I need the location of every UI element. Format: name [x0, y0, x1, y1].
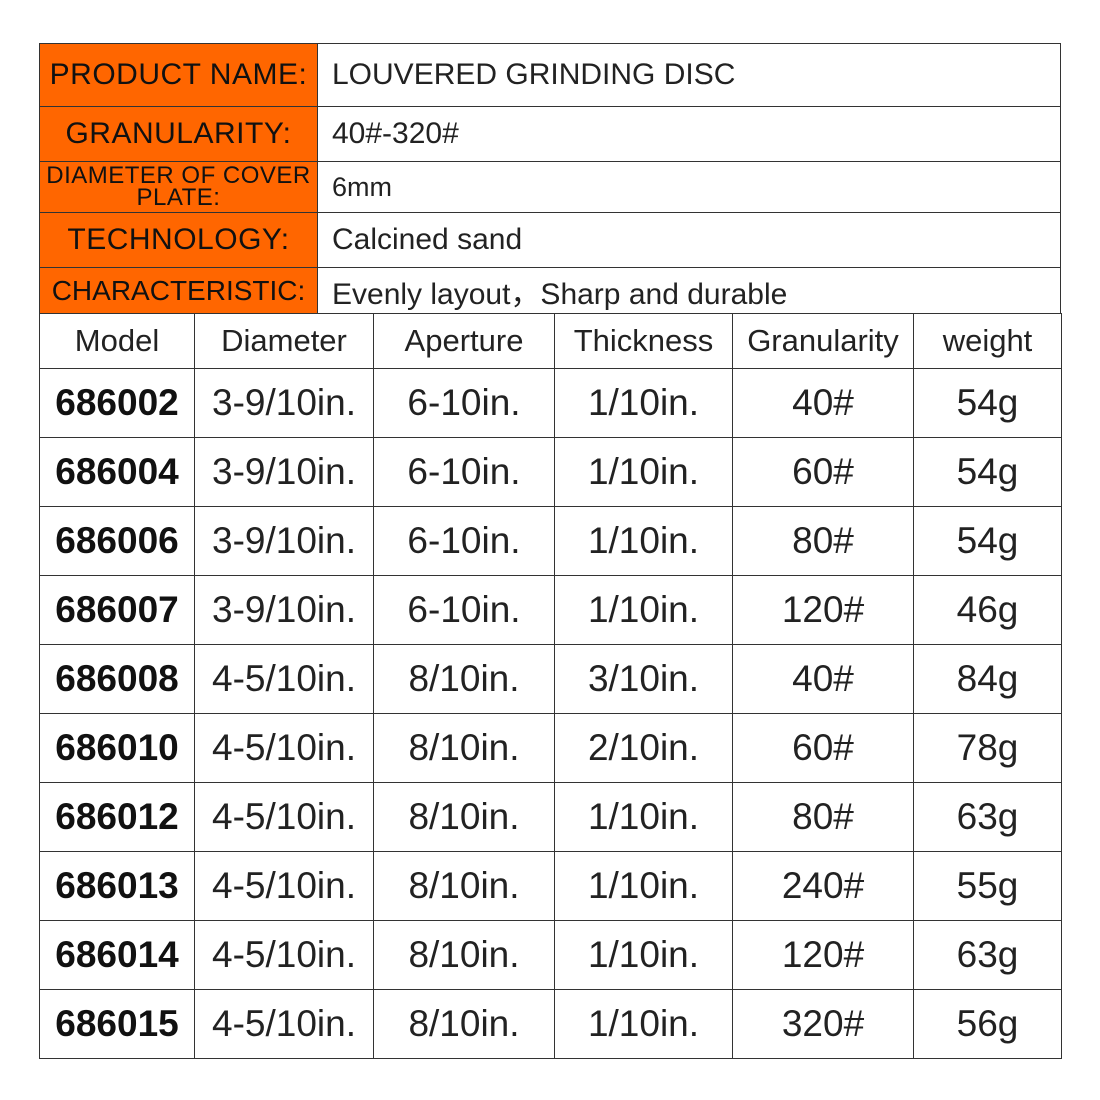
cell-aperture: 6-10in.	[373, 506, 555, 576]
cell-model: 686010	[39, 713, 195, 783]
product-spec-table: PRODUCT NAME: LOUVERED GRINDING DISC GRA…	[39, 43, 1061, 314]
cell-aperture: 8/10in.	[373, 713, 555, 783]
cell-thickness: 2/10in.	[554, 713, 733, 783]
spec-label: DIAMETER OF COVER PLATE:	[39, 161, 318, 213]
cell-thickness: 1/10in.	[554, 437, 733, 507]
column-header-granularity: Granularity	[732, 313, 914, 369]
spec-value: Calcined sand	[317, 212, 1061, 268]
cell-weight: 63g	[913, 920, 1062, 990]
cell-thickness: 1/10in.	[554, 368, 733, 438]
table-row: 686002 3-9/10in. 6-10in. 1/10in. 40# 54g	[39, 368, 1062, 438]
column-header-aperture: Aperture	[373, 313, 555, 369]
cell-model: 686013	[39, 851, 195, 921]
cell-diameter: 3-9/10in.	[194, 437, 374, 507]
cell-granularity: 320#	[732, 989, 914, 1059]
cell-aperture: 8/10in.	[373, 920, 555, 990]
cell-thickness: 1/10in.	[554, 506, 733, 576]
cell-weight: 63g	[913, 782, 1062, 852]
spec-row-cover-plate: DIAMETER OF COVER PLATE: 6mm	[39, 161, 1061, 213]
column-header-thickness: Thickness	[554, 313, 733, 369]
cell-thickness: 3/10in.	[554, 644, 733, 714]
cell-aperture: 8/10in.	[373, 782, 555, 852]
cell-granularity: 40#	[732, 644, 914, 714]
spec-value: 40#-320#	[317, 106, 1061, 162]
spec-label: CHARACTERISTIC:	[39, 267, 318, 314]
cell-model: 686006	[39, 506, 195, 576]
cell-aperture: 8/10in.	[373, 644, 555, 714]
cell-aperture: 8/10in.	[373, 989, 555, 1059]
cell-model: 686008	[39, 644, 195, 714]
cell-granularity: 60#	[732, 713, 914, 783]
cell-aperture: 6-10in.	[373, 368, 555, 438]
cell-granularity: 60#	[732, 437, 914, 507]
table-row: 686006 3-9/10in. 6-10in. 1/10in. 80# 54g	[39, 506, 1062, 576]
table-row: 686012 4-5/10in. 8/10in. 1/10in. 80# 63g	[39, 782, 1062, 852]
cell-weight: 56g	[913, 989, 1062, 1059]
cell-granularity: 40#	[732, 368, 914, 438]
table-row: 686013 4-5/10in. 8/10in. 1/10in. 240# 55g	[39, 851, 1062, 921]
cell-diameter: 4-5/10in.	[194, 851, 374, 921]
cell-thickness: 1/10in.	[554, 989, 733, 1059]
cell-diameter: 4-5/10in.	[194, 989, 374, 1059]
cell-weight: 84g	[913, 644, 1062, 714]
cell-granularity: 80#	[732, 782, 914, 852]
table-row: 686014 4-5/10in. 8/10in. 1/10in. 120# 63g	[39, 920, 1062, 990]
cell-weight: 54g	[913, 437, 1062, 507]
cell-aperture: 6-10in.	[373, 437, 555, 507]
spec-value: LOUVERED GRINDING DISC	[317, 43, 1061, 107]
cell-weight: 78g	[913, 713, 1062, 783]
model-table: Model Diameter Aperture Thickness Granularit…	[39, 313, 1062, 1059]
spec-row-technology: TECHNOLOGY: Calcined sand	[39, 212, 1061, 268]
cell-thickness: 1/10in.	[554, 575, 733, 645]
cell-aperture: 8/10in.	[373, 851, 555, 921]
spec-row-characteristic: CHARACTERISTIC: Evenly layout，Sharp and …	[39, 267, 1061, 314]
cell-diameter: 4-5/10in.	[194, 782, 374, 852]
cell-diameter: 3-9/10in.	[194, 368, 374, 438]
cell-model: 686012	[39, 782, 195, 852]
spec-label: GRANULARITY:	[39, 106, 318, 162]
column-header-model: Model	[39, 313, 195, 369]
cell-granularity: 120#	[732, 575, 914, 645]
cell-weight: 54g	[913, 506, 1062, 576]
cell-thickness: 1/10in.	[554, 851, 733, 921]
cell-diameter: 4-5/10in.	[194, 920, 374, 990]
cell-model: 686015	[39, 989, 195, 1059]
table-row: 686008 4-5/10in. 8/10in. 3/10in. 40# 84g	[39, 644, 1062, 714]
cell-aperture: 6-10in.	[373, 575, 555, 645]
cell-weight: 46g	[913, 575, 1062, 645]
cell-diameter: 3-9/10in.	[194, 506, 374, 576]
cell-diameter: 4-5/10in.	[194, 644, 374, 714]
table-row: 686015 4-5/10in. 8/10in. 1/10in. 320# 56g	[39, 989, 1062, 1059]
table-row: 686010 4-5/10in. 8/10in. 2/10in. 60# 78g	[39, 713, 1062, 783]
table-row: 686004 3-9/10in. 6-10in. 1/10in. 60# 54g	[39, 437, 1062, 507]
spec-row-product-name: PRODUCT NAME: LOUVERED GRINDING DISC	[39, 43, 1061, 107]
spec-value: Evenly layout，Sharp and durable	[317, 267, 1061, 314]
table-row: 686007 3-9/10in. 6-10in. 1/10in. 120# 46g	[39, 575, 1062, 645]
column-header-diameter: Diameter	[194, 313, 374, 369]
spec-label: PRODUCT NAME:	[39, 43, 318, 107]
cell-granularity: 120#	[732, 920, 914, 990]
cell-weight: 54g	[913, 368, 1062, 438]
spec-value: 6mm	[317, 161, 1061, 213]
cell-diameter: 3-9/10in.	[194, 575, 374, 645]
spec-label: TECHNOLOGY:	[39, 212, 318, 268]
cell-granularity: 80#	[732, 506, 914, 576]
cell-model: 686002	[39, 368, 195, 438]
cell-thickness: 1/10in.	[554, 920, 733, 990]
cell-granularity: 240#	[732, 851, 914, 921]
cell-model: 686007	[39, 575, 195, 645]
column-header-weight: weight	[913, 313, 1062, 369]
cell-weight: 55g	[913, 851, 1062, 921]
cell-thickness: 1/10in.	[554, 782, 733, 852]
spec-row-granularity: GRANULARITY: 40#-320#	[39, 106, 1061, 162]
cell-model: 686004	[39, 437, 195, 507]
cell-model: 686014	[39, 920, 195, 990]
cell-diameter: 4-5/10in.	[194, 713, 374, 783]
header-row: Model Diameter Aperture Thickness Granularit…	[39, 313, 1062, 369]
